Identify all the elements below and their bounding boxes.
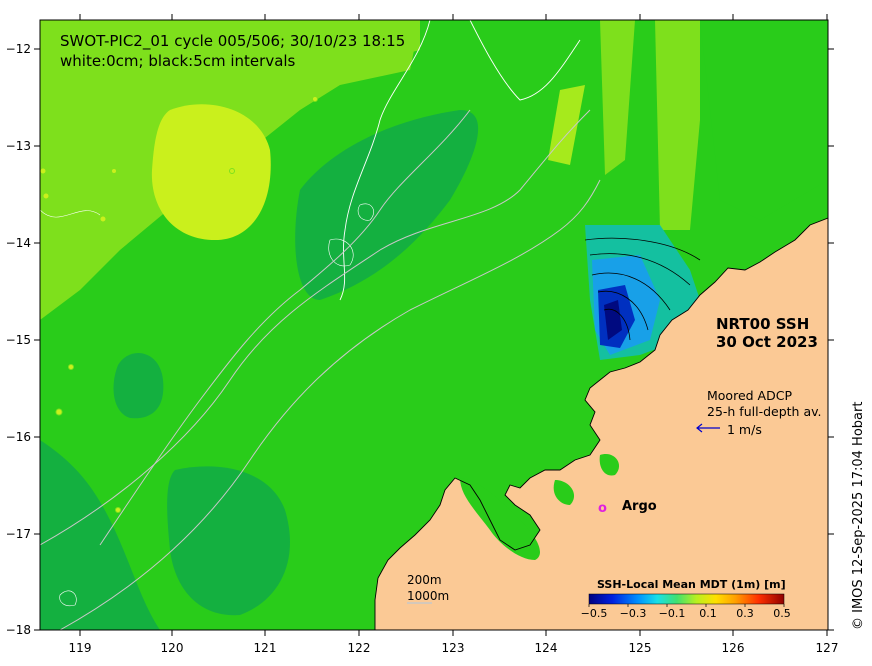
credit-text: © IMOS 12-Sep-2025 17:04 Hobart	[851, 401, 866, 630]
x-tick-label: 126	[722, 641, 745, 655]
colorbar-label: −0.1	[659, 607, 686, 620]
float-markers	[40, 96, 318, 513]
y-axis	[34, 48, 834, 631]
ssh-yellow-blob	[151, 104, 271, 240]
y-tick-label: −17	[6, 527, 31, 541]
colorbar-label: 0.5	[773, 607, 791, 620]
contours	[40, 20, 701, 607]
colorbar-label: −0.5	[581, 607, 608, 620]
nrt-label-line1: NRT00 SSH	[716, 315, 810, 333]
adcp-scale-arrow	[696, 423, 720, 433]
isobaths	[40, 109, 601, 630]
x-tick-label: 125	[629, 641, 652, 655]
ssh-low-region-s	[167, 466, 290, 616]
colorbar	[588, 593, 785, 605]
colorbar-label: 0.3	[736, 607, 754, 620]
map-title-line2: white:0cm; black:5cm intervals	[60, 52, 296, 70]
colorbar-label: −0.3	[620, 607, 647, 620]
argo-symbol: o	[598, 501, 607, 516]
coastline	[374, 217, 828, 630]
x-tick-label: 123	[442, 641, 465, 655]
x-tick-label: 122	[348, 641, 371, 655]
plot-frame	[39, 19, 829, 631]
x-tick-label: 124	[535, 641, 558, 655]
y-tick-label: −15	[6, 333, 31, 347]
argo-label: Argo	[622, 499, 657, 514]
swot-swath-east	[655, 20, 700, 230]
x-tick-labels: 119 120 121 122 123 124 125 126 127	[69, 641, 839, 655]
swot-swath-mid	[600, 20, 635, 175]
colorbar-ticks	[588, 604, 785, 607]
ssh-low-blob-west	[113, 353, 164, 419]
colorbar-labels: −0.5 −0.3 −0.1 0.1 0.3 0.5	[581, 607, 791, 620]
king-sound	[460, 478, 540, 560]
depth-label-1000: 1000m	[407, 589, 450, 603]
x-tick-label: 119	[69, 641, 92, 655]
x-tick-label: 127	[816, 641, 839, 655]
ssh-east-patch	[700, 20, 828, 220]
map-title-line1: SWOT-PIC2_01 cycle 005/506; 30/10/23 18:…	[60, 32, 406, 50]
adcp-legend-line2: 25-h full-depth av.	[707, 404, 822, 419]
depth-label-200: 200m	[407, 573, 442, 587]
y-tick-labels: −12 −13 −14 −15 −16 −17 −18	[6, 42, 31, 637]
adcp-speed-label: 1 m/s	[727, 422, 762, 437]
colorbar-title: SSH-Local Mean MDT (1m) [m]	[597, 578, 786, 591]
x-axis	[79, 14, 828, 636]
ssh-low-band	[295, 110, 479, 300]
ssh-band-high	[40, 20, 420, 320]
ssh-blob-north	[300, 20, 420, 60]
y-tick-label: −16	[6, 430, 31, 444]
colorbar-label: 0.1	[699, 607, 717, 620]
ssh-low-region-sw	[40, 440, 160, 630]
y-tick-label: −14	[6, 236, 31, 250]
nrt-label-line2: 30 Oct 2023	[716, 333, 818, 351]
adcp-legend-line1: Moored ADCP	[707, 388, 792, 403]
x-tick-label: 121	[254, 641, 277, 655]
y-tick-label: −18	[6, 623, 31, 637]
x-tick-label: 120	[161, 641, 184, 655]
y-tick-label: −13	[6, 139, 31, 153]
y-tick-label: −12	[6, 42, 31, 56]
